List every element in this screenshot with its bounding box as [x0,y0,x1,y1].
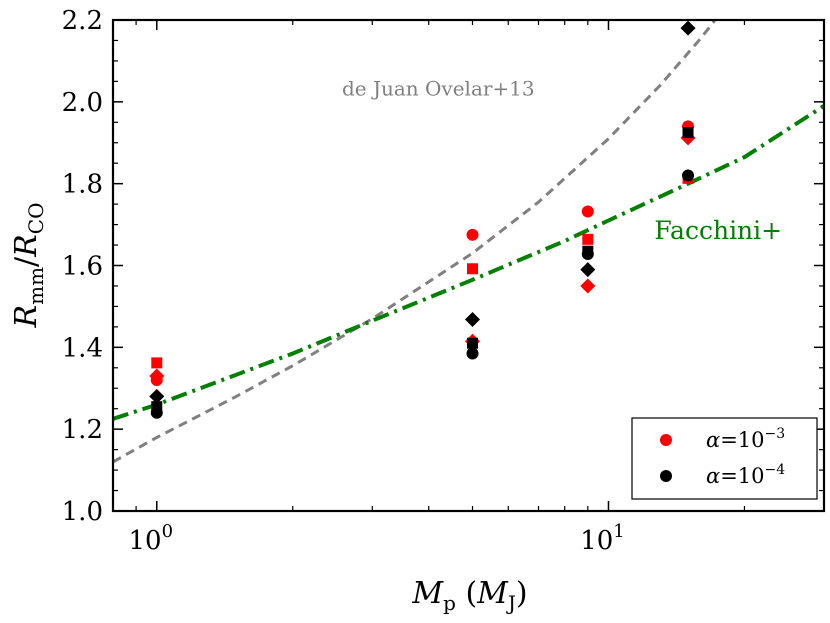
legend-box [631,417,818,500]
ticks-layer: 1.0 1.2 1.4 1.6 1.8 2.0 2.2 100 101 [62,6,825,556]
y-tick-label: 2.2 [62,6,103,36]
plot-frame [111,18,826,513]
x-tick-label: 100 [129,521,174,556]
data-point-diamond [149,388,165,404]
y-tick-label: 1.8 [62,170,103,200]
data-point-diamond [680,20,696,36]
data-point-diamond [580,262,596,278]
annotations-layer: de Juan Ovelar+13 Facchini+ [342,77,782,245]
data-point-diamond [580,278,596,294]
data-point-square [467,337,479,349]
curves-layer [113,20,824,464]
legend-label: α=10−3 [706,426,785,452]
legend-marker [660,434,672,446]
y-axis-label: Rmm/RCO [9,203,48,329]
data-point-circle [682,169,695,182]
data-point-circle [466,228,479,241]
annotation-de-juan-ovelar: de Juan Ovelar+13 [342,77,535,101]
y-tick-label: 1.2 [62,415,103,445]
annotation-facchini: Facchini+ [654,216,782,245]
legend-marker [660,470,672,482]
y-tick-label: 2.0 [62,88,103,118]
data-point-square [151,401,163,413]
data-point-square [467,263,479,275]
markers-layer [149,20,696,419]
legend: α=10−3 α=10−4 [631,417,818,500]
x-axis-label: Mp (MJ) [411,576,527,615]
x-tick-label: 101 [580,521,625,556]
data-point-square [682,127,694,139]
data-point-circle [466,347,479,360]
y-tick-label: 1.6 [62,252,103,282]
y-tick-label: 1.0 [62,497,103,527]
y-tick-label: 1.4 [62,333,103,363]
data-point-square [151,357,163,369]
data-point-square [582,245,594,257]
data-point-diamond [149,368,165,384]
data-point-diamond [465,312,481,328]
data-point-square [582,233,594,245]
curve-de-juan-ovelar [113,20,717,464]
curve-facchini [113,104,824,421]
legend-label: α=10−4 [706,462,785,488]
data-point-circle [581,205,594,218]
